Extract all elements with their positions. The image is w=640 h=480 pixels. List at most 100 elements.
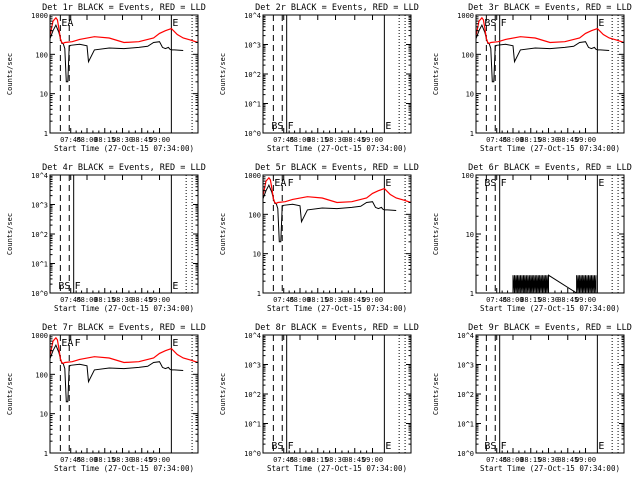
x-tick-label: 07:45 — [60, 456, 81, 464]
axes-frame — [475, 334, 625, 454]
y-tick-label: 1000 — [244, 172, 261, 180]
marker-label-f: F — [501, 18, 507, 29]
y-tick-label: 10 — [253, 251, 261, 259]
y-tick-label: 10^4 — [457, 332, 474, 340]
x-tick-label: 07:45 — [486, 296, 507, 304]
marker-label-bs: BS — [484, 441, 496, 452]
x-tick-label: 09:00 — [362, 456, 383, 464]
y-tick-label: 10 — [466, 231, 474, 239]
detector-panel-3: Det 3r BLACK = Events, RED = LLD Counts/s… — [432, 3, 632, 153]
x-tick-label: 08:15 — [307, 456, 328, 464]
y-tick-label: 10^2 — [244, 391, 261, 399]
y-tick-label: 10^0 — [244, 130, 261, 138]
y-tick-label: 1000 — [31, 12, 48, 20]
axes-frame — [262, 14, 412, 134]
x-tick-label: 08:45 — [557, 296, 578, 304]
x-axis-label: Start Time (27-Oct-15 07:34:00) — [267, 144, 407, 153]
detector-panel-1: Det 1r BLACK = Events, RED = LLD Counts/s… — [6, 3, 206, 153]
y-tick-label: 10^2 — [244, 71, 261, 79]
y-tick-label: 100 — [35, 371, 48, 379]
y-axis-label: Counts/sec — [432, 53, 440, 95]
x-tick-label: 08:45 — [344, 296, 365, 304]
x-tick-label: 08:15 — [94, 136, 115, 144]
x-tick-label: 08:30 — [538, 456, 559, 464]
detector-panel-9: Det 9r BLACK = Events, RED = LLD Counts/s… — [432, 323, 632, 473]
marker-label-bs: BS — [58, 281, 70, 292]
x-tick-label: 08:45 — [344, 136, 365, 144]
x-tick-label: 08:00 — [502, 296, 523, 304]
x-tick-label: 08:00 — [289, 136, 310, 144]
panel-title: Det 7r BLACK = Events, RED = LLD — [42, 323, 206, 333]
series-0-line — [50, 344, 184, 403]
y-tick-label: 10^0 — [457, 450, 474, 458]
x-tick-label: 08:00 — [502, 456, 523, 464]
series-0-line — [50, 24, 184, 83]
axes-frame — [49, 174, 199, 294]
y-axis-label: Counts/sec — [219, 53, 227, 95]
x-tick-label: 07:45 — [60, 136, 81, 144]
y-axis-label: Counts/sec — [219, 373, 227, 415]
x-tick-label: 08:30 — [112, 296, 133, 304]
x-tick-label: 08:00 — [76, 136, 97, 144]
detector-panel-4: Det 4r BLACK = Events, RED = LLD Counts/s… — [6, 163, 206, 313]
marker-label-f: F — [501, 178, 507, 189]
detector-panel-8: Det 8r BLACK = Events, RED = LLD Counts/s… — [219, 323, 419, 473]
x-tick-label: 09:00 — [149, 456, 170, 464]
y-tick-label: 1 — [470, 130, 474, 138]
x-axis-label: Start Time (27-Oct-15 07:34:00) — [480, 304, 620, 313]
marker-label-e: E — [385, 178, 391, 189]
y-axis-label: Counts/sec — [6, 53, 14, 95]
axes-frame — [49, 14, 199, 134]
y-tick-label: 10^1 — [457, 421, 474, 429]
y-tick-label: 10^4 — [31, 172, 48, 180]
x-tick-label: 08:00 — [289, 296, 310, 304]
y-axis-label: Counts/sec — [6, 373, 14, 415]
y-tick-label: 10^2 — [31, 231, 48, 239]
x-tick-label: 08:30 — [325, 296, 346, 304]
panel-title: Det 6r BLACK = Events, RED = LLD — [468, 163, 632, 173]
marker-label-f: F — [75, 338, 81, 349]
y-tick-label: 1 — [44, 450, 48, 458]
marker-label-e: E — [598, 18, 604, 29]
x-tick-label: 08:00 — [76, 296, 97, 304]
x-tick-label: 07:45 — [60, 296, 81, 304]
y-tick-label: 10 — [40, 411, 48, 419]
marker-label-e: E — [172, 18, 178, 29]
x-axis-label: Start Time (27-Oct-15 07:34:00) — [267, 304, 407, 313]
x-tick-label: 08:45 — [131, 296, 152, 304]
marker-label-bs: BS — [484, 178, 496, 189]
axes-frame — [262, 174, 412, 294]
x-tick-label: 08:15 — [307, 136, 328, 144]
x-tick-label: 07:45 — [273, 136, 294, 144]
x-tick-label: 08:45 — [131, 456, 152, 464]
axes-frame — [262, 334, 412, 454]
y-tick-label: 100 — [461, 51, 474, 59]
x-axis-label: Start Time (27-Oct-15 07:34:00) — [480, 144, 620, 153]
x-tick-label: 08:30 — [325, 456, 346, 464]
y-tick-label: 10^3 — [457, 362, 474, 370]
y-tick-label: 10^3 — [244, 362, 261, 370]
x-axis-label: Start Time (27-Oct-15 07:34:00) — [54, 464, 194, 473]
x-tick-label: 08:45 — [344, 456, 365, 464]
series-0-line — [512, 274, 597, 293]
x-tick-label: 09:00 — [362, 296, 383, 304]
x-tick-label: 08:30 — [538, 296, 559, 304]
series-1-line — [263, 176, 411, 205]
marker-label-f: F — [501, 441, 507, 452]
x-axis-label: Start Time (27-Oct-15 07:34:00) — [54, 144, 194, 153]
y-tick-label: 10^3 — [244, 42, 261, 50]
panel-title: Det 2r BLACK = Events, RED = LLD — [255, 3, 419, 13]
x-tick-label: 07:45 — [273, 456, 294, 464]
panel-title: Det 3r BLACK = Events, RED = LLD — [468, 3, 632, 13]
detector-panel-6: Det 6r BLACK = Events, RED = LLD Counts/s… — [432, 163, 632, 313]
y-axis-label: Counts/sec — [6, 213, 14, 255]
y-tick-label: 10^2 — [457, 391, 474, 399]
x-tick-label: 08:45 — [557, 136, 578, 144]
x-tick-label: 09:00 — [149, 296, 170, 304]
x-axis-label: Start Time (27-Oct-15 07:34:00) — [267, 464, 407, 473]
marker-label-f: F — [288, 441, 294, 452]
y-axis-label: Counts/sec — [219, 213, 227, 255]
x-tick-label: 09:00 — [149, 136, 170, 144]
marker-label-f: F — [75, 281, 81, 292]
